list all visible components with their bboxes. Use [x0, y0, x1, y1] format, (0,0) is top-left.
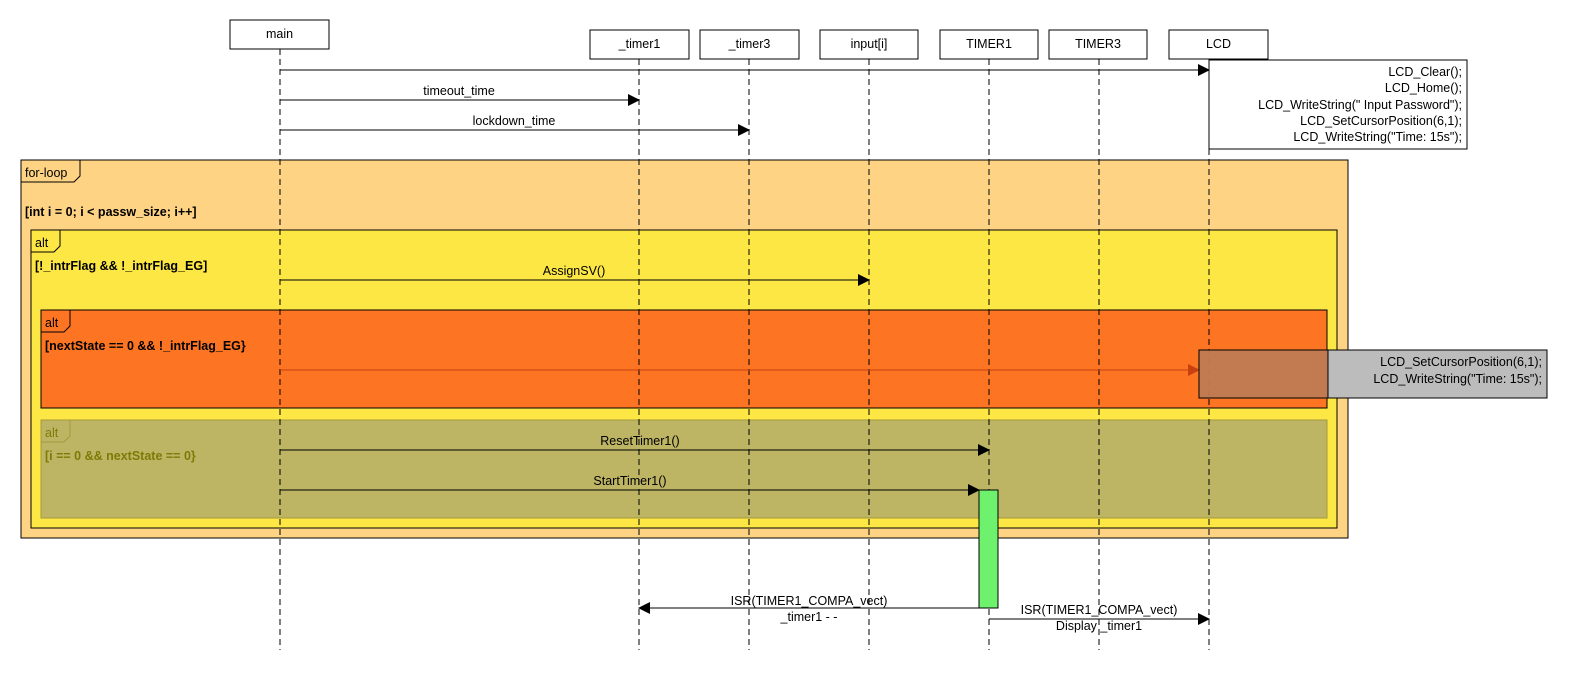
note-lcd-init: LCD_Clear(); LCD_Home(); LCD_WriteString… — [1208, 59, 1468, 150]
message-label-lockdown: lockdown_time — [473, 114, 556, 128]
message-label-isr-right: ISR(TIMER1_COMPA_vect) — [1021, 603, 1178, 617]
note-line: LCD_WriteString(" Input Password"); — [1258, 98, 1462, 112]
fragment-tag: alt — [45, 426, 59, 440]
participant-label: TIMER3 — [1075, 37, 1121, 51]
message-label-isr-left: ISR(TIMER1_COMPA_vect) — [731, 594, 888, 608]
participant-label: LCD — [1206, 37, 1231, 51]
fragment-alt-first-iteration: alt [i == 0 && nextState == 0} — [40, 419, 1328, 519]
note-line: LCD_Clear(); — [1388, 65, 1462, 79]
note-line: LCD_WriteString("Time: 15s"); — [1293, 130, 1462, 144]
fragment-guard: [int i = 0; i < passw_size; i++] — [25, 205, 197, 219]
message-label-isr-right-sub: Display _timer1 — [1056, 619, 1142, 633]
participant-label: TIMER1 — [966, 37, 1012, 51]
fragment-guard: [!_intrFlag && !_intrFlag_EG] — [35, 259, 207, 273]
note-line: LCD_WriteString("Time: 15s"); — [1373, 372, 1542, 386]
fragment-tag: alt — [35, 236, 49, 250]
activation-bar-TIMER1 — [978, 489, 999, 609]
note-line: LCD_SetCursorPosition(6,1); — [1380, 355, 1542, 369]
fragment-tag: alt — [45, 316, 59, 330]
message-label-reset: ResetTimer1() — [600, 434, 679, 448]
note-lcd-update: LCD_SetCursorPosition(6,1); LCD_WriteStr… — [1198, 349, 1548, 399]
note-line: LCD_SetCursorPosition(6,1); — [1300, 114, 1462, 128]
fragment-tag: for-loop — [25, 166, 67, 180]
participant-label: _timer1 — [618, 37, 661, 51]
fragment-guard: [nextState == 0 && !_intrFlag_EG} — [45, 339, 246, 353]
fragment-tab — [40, 309, 71, 333]
participant-input: input[i] — [819, 29, 919, 60]
message-label-assign: AssignSV() — [543, 264, 606, 278]
note-line: LCD_Home(); — [1385, 81, 1462, 95]
participant-TIMER1: TIMER1 — [939, 29, 1039, 60]
participant-timer1-var: _timer1 — [589, 29, 690, 60]
participant-TIMER3: TIMER3 — [1048, 29, 1148, 60]
participant-label: input[i] — [851, 37, 888, 51]
participant-label: _timer3 — [728, 37, 771, 51]
fragment-tab — [40, 419, 71, 443]
message-label-isr-left-sub: _timer1 - - — [780, 610, 838, 624]
message-label-start: StartTimer1() — [593, 474, 666, 488]
participant-label: main — [266, 27, 293, 41]
participant-main: main — [229, 19, 330, 50]
message-label-timeout: timeout_time — [423, 84, 495, 98]
fragment-guard: [i == 0 && nextState == 0} — [45, 449, 196, 463]
participant-LCD: LCD — [1168, 29, 1269, 60]
fragment-tab — [30, 229, 61, 253]
participant-timer3-var: _timer3 — [699, 29, 800, 60]
fragment-alt-next-state: alt [nextState == 0 && !_intrFlag_EG} — [40, 309, 1328, 409]
fragment-tab — [20, 159, 81, 183]
